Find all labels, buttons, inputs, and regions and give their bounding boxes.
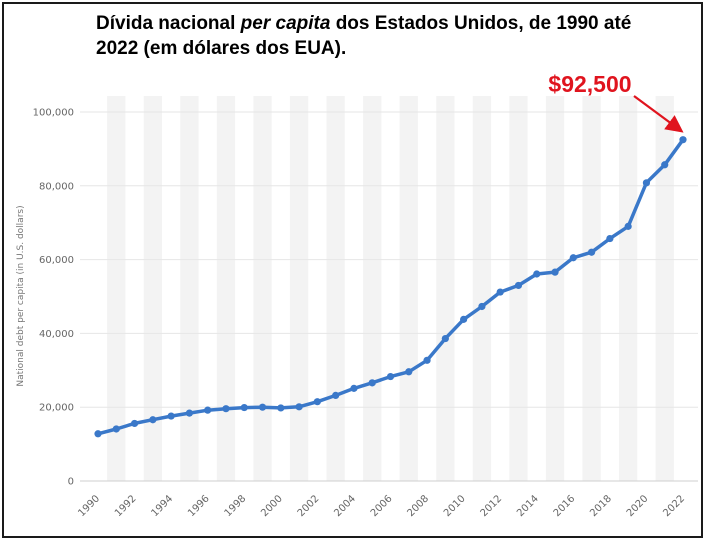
data-point <box>167 412 175 420</box>
data-point <box>441 334 449 343</box>
title-italic: per capita <box>240 13 331 34</box>
data-point <box>478 302 486 311</box>
data-point <box>533 270 541 278</box>
grid-band <box>436 96 455 481</box>
annotation-arrow <box>633 95 684 133</box>
grid-band <box>143 96 162 481</box>
x-tick-label: 2008 <box>405 493 431 519</box>
data-point <box>368 379 376 387</box>
data-point <box>551 268 559 276</box>
grid-band <box>545 96 565 481</box>
grid-band <box>253 96 272 481</box>
y-tick-label: 60,000 <box>39 255 74 266</box>
data-point <box>350 384 358 392</box>
grid-bands <box>107 96 674 481</box>
data-point <box>514 281 523 290</box>
data-point <box>460 315 468 323</box>
title-part2: dos Estados Unidos, de 1990 até 2022 (em… <box>96 13 632 59</box>
x-tick-label: 2014 <box>515 493 541 519</box>
grid-band <box>326 96 345 481</box>
x-tick-label: 1990 <box>76 493 102 519</box>
data-point <box>204 406 212 414</box>
x-tick-label: 2006 <box>369 493 395 519</box>
value-annotation: $92,500 <box>548 71 631 97</box>
data-point <box>496 288 504 296</box>
y-tick-labels: 0 20,000 40,000 60,000 80,000 100,000 <box>33 108 74 488</box>
data-point <box>624 222 632 230</box>
data-point <box>606 234 614 243</box>
x-tick-label: 2022 <box>661 493 687 519</box>
data-point <box>405 368 413 376</box>
data-point <box>679 136 687 144</box>
grid-band <box>472 96 492 481</box>
chart-title: Dívida nacional per capita dos Estados U… <box>96 11 656 61</box>
grid-band <box>399 96 418 481</box>
data-point <box>130 419 139 428</box>
x-tick-label: 2010 <box>442 493 468 519</box>
data-point <box>222 405 230 413</box>
data-point <box>277 404 285 412</box>
title-part1: Dívida nacional <box>96 13 241 34</box>
series-points <box>94 136 687 438</box>
data-point <box>587 248 596 256</box>
data-point <box>313 398 321 406</box>
x-tick-label: 2002 <box>296 493 322 519</box>
x-tick-label: 1994 <box>149 493 175 519</box>
data-point <box>423 356 431 364</box>
x-tick-label: 2004 <box>332 493 358 519</box>
x-tick-label: 2016 <box>552 493 578 519</box>
data-point <box>332 391 340 399</box>
grid-band <box>619 96 638 481</box>
grid-band <box>582 96 601 481</box>
grid-band <box>107 96 126 481</box>
data-point <box>240 403 248 412</box>
y-tick-label: 100,000 <box>33 108 74 119</box>
x-tick-label: 2020 <box>625 493 651 519</box>
grid-band <box>289 96 309 481</box>
data-point <box>661 161 669 169</box>
data-point <box>94 430 102 438</box>
data-point <box>149 416 157 424</box>
grid-band <box>216 96 236 481</box>
data-point <box>295 403 303 411</box>
x-tick-label: 2012 <box>479 493 505 519</box>
data-point <box>185 409 194 417</box>
y-tick-label: 20,000 <box>39 403 74 414</box>
data-point <box>569 254 577 262</box>
x-tick-label: 1998 <box>223 493 249 519</box>
data-point <box>386 372 395 381</box>
data-point <box>642 179 651 187</box>
y-gridlines <box>80 111 698 482</box>
y-tick-label: 0 <box>68 477 74 488</box>
grid-band <box>655 96 674 481</box>
grid-band <box>363 96 382 481</box>
data-point <box>258 403 267 411</box>
x-tick-label: 2018 <box>588 493 614 519</box>
y-axis-label: National debt per capita (in U.S. dollar… <box>16 205 26 386</box>
x-tick-label: 2000 <box>259 493 285 519</box>
y-tick-label: 40,000 <box>39 329 74 340</box>
grid-band <box>180 96 199 481</box>
y-tick-label: 80,000 <box>39 181 74 192</box>
x-tick-label: 1992 <box>113 493 139 519</box>
x-tick-labels: 1990 1992 1994 1996 1998 2000 2002 2004 2006 2008… <box>76 493 687 519</box>
x-tick-label: 1996 <box>186 493 212 519</box>
data-point <box>112 425 120 433</box>
